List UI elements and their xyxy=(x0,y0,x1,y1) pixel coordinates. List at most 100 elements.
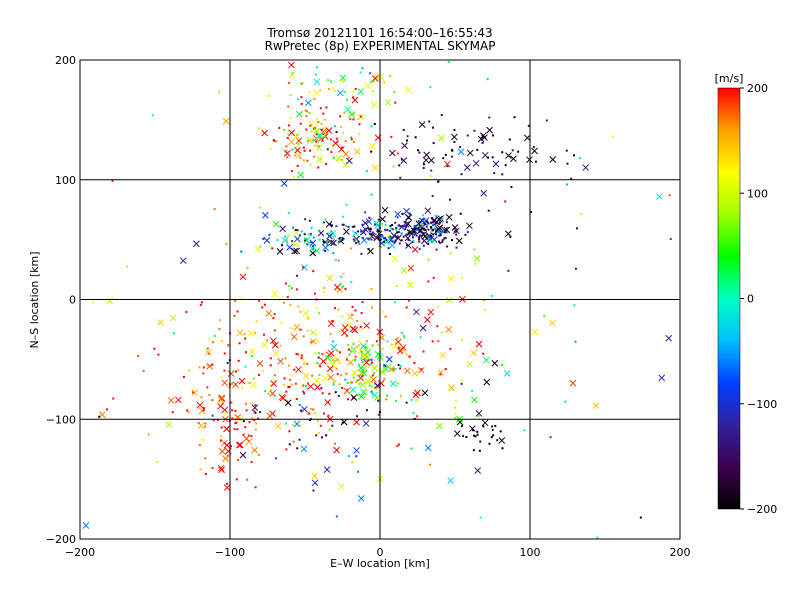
data-point-dot xyxy=(316,362,319,365)
data-point-dot xyxy=(501,173,504,176)
cross-stroke xyxy=(448,384,455,391)
cross-stroke xyxy=(251,404,259,412)
data-point-cross xyxy=(503,370,511,377)
data-point-dot xyxy=(394,101,397,104)
data-point-cross xyxy=(391,342,399,350)
data-point-dot xyxy=(298,403,301,406)
data-point-dot xyxy=(417,220,420,223)
data-point-dot xyxy=(310,226,313,229)
data-point-dot xyxy=(504,164,507,167)
cross-stroke xyxy=(420,231,428,238)
cross-stroke xyxy=(302,372,310,380)
data-point-cross xyxy=(486,126,493,134)
data-point-cross xyxy=(297,171,304,179)
data-point-dot xyxy=(293,368,296,371)
data-point-dot xyxy=(432,276,435,279)
data-point-cross xyxy=(370,376,377,383)
data-point-cross xyxy=(358,393,365,400)
data-point-cross xyxy=(157,319,164,326)
colorbar-unit-label: [m/s] xyxy=(715,72,744,85)
colorbar-ticks: 200 100 0 −100 −200 xyxy=(740,82,777,516)
cross-stroke xyxy=(157,319,164,326)
data-point-dot xyxy=(334,442,337,445)
data-point-dot xyxy=(297,305,300,308)
data-point-cross xyxy=(328,239,335,246)
data-point-cross xyxy=(256,360,264,367)
data-point-dot xyxy=(358,123,361,126)
cross-stroke xyxy=(427,235,434,243)
cross-stroke xyxy=(320,129,328,137)
data-point-cross xyxy=(320,358,327,365)
cross-stroke xyxy=(310,337,317,345)
data-point-dot xyxy=(352,376,355,379)
data-point-cross xyxy=(193,240,200,248)
data-point-dot xyxy=(388,235,391,238)
data-point-cross xyxy=(418,121,426,128)
cross-stroke xyxy=(325,127,333,134)
cross-stroke xyxy=(381,206,389,214)
data-point-dot xyxy=(341,315,344,318)
data-point-dot xyxy=(414,227,417,230)
data-point-dot xyxy=(377,343,380,346)
data-point-dot xyxy=(396,152,399,155)
cross-stroke xyxy=(439,351,447,359)
data-point-dot xyxy=(291,383,294,386)
data-point-dot xyxy=(383,81,386,84)
data-point-dot xyxy=(435,248,438,251)
data-point-cross xyxy=(582,164,589,171)
data-point-cross xyxy=(371,364,379,372)
data-point-dot xyxy=(294,382,297,385)
data-point-dot xyxy=(462,434,465,437)
data-point-cross xyxy=(311,472,319,480)
data-point-cross xyxy=(475,340,483,348)
data-point-dot xyxy=(438,221,441,224)
data-point-dot xyxy=(211,399,214,402)
data-point-dot xyxy=(401,212,404,215)
data-point-dot xyxy=(300,409,303,412)
data-point-dot xyxy=(187,411,190,414)
data-point-cross xyxy=(217,402,224,410)
data-point-cross xyxy=(466,149,474,157)
data-point-dot xyxy=(237,369,240,372)
data-point-dot xyxy=(371,361,374,364)
cross-stroke xyxy=(364,349,372,356)
cross-stroke xyxy=(420,237,428,245)
data-point-cross xyxy=(403,367,411,375)
data-point-cross xyxy=(389,380,397,387)
data-point-dot xyxy=(341,238,344,241)
data-point-dot xyxy=(377,399,380,402)
data-point-dot xyxy=(319,424,322,427)
data-point-dot xyxy=(439,242,442,245)
data-point-cross xyxy=(263,237,271,244)
data-point-dot xyxy=(431,217,434,220)
cross-stroke xyxy=(407,264,415,272)
cross-stroke xyxy=(196,401,204,409)
y-axis-label: N–S location [km] xyxy=(28,251,41,348)
data-point-dot xyxy=(306,139,309,142)
data-point-cross xyxy=(483,378,491,386)
data-point-dot xyxy=(388,365,391,368)
data-point-cross xyxy=(288,61,295,69)
data-point-dot xyxy=(351,90,354,93)
data-point-cross xyxy=(313,89,321,97)
data-point-dot xyxy=(523,429,526,432)
scatter-points xyxy=(82,61,673,539)
cross-stroke xyxy=(437,369,445,376)
data-point-cross xyxy=(251,404,259,412)
data-point-dot xyxy=(309,124,312,127)
data-point-cross xyxy=(404,234,412,242)
data-point-cross xyxy=(313,247,321,255)
data-point-dot xyxy=(273,313,276,316)
data-point-dot xyxy=(309,407,312,410)
data-point-dot xyxy=(451,149,454,152)
data-point-dot xyxy=(300,102,303,105)
data-point-cross xyxy=(315,144,323,152)
data-point-dot xyxy=(313,292,316,295)
data-point-dot xyxy=(198,366,201,369)
data-point-dot xyxy=(374,233,377,236)
data-point-cross xyxy=(333,446,340,454)
data-point-dot xyxy=(357,230,360,233)
data-point-dot xyxy=(459,146,462,149)
data-point-dot xyxy=(392,165,395,168)
cross-stroke xyxy=(466,222,473,230)
